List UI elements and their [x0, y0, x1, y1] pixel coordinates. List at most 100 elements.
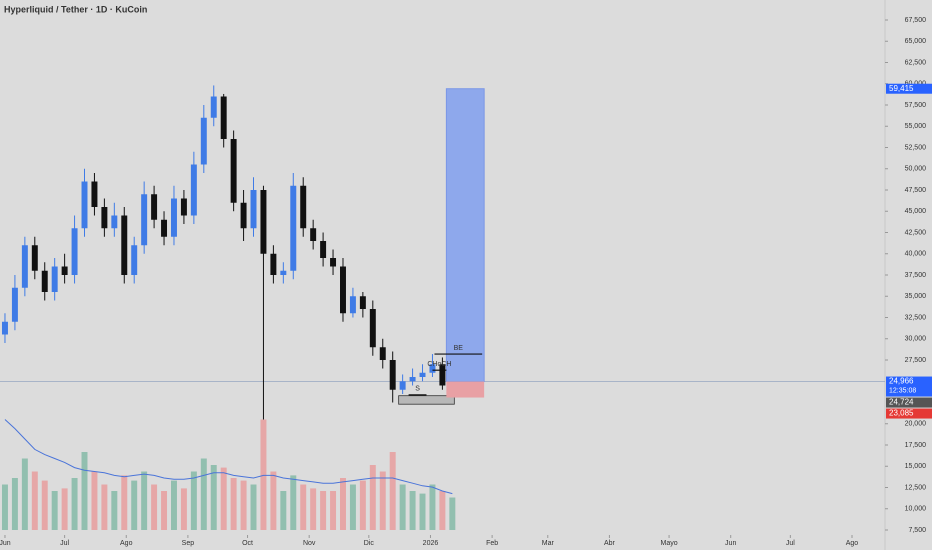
candle-body — [359, 296, 366, 309]
volume-bar — [349, 484, 356, 530]
volume-bar — [200, 458, 207, 530]
candle-body — [101, 207, 108, 229]
volume-bar — [81, 452, 88, 530]
candle-body — [41, 270, 48, 292]
volume-bar — [220, 467, 227, 530]
x-tick-label: Jul — [786, 540, 795, 547]
volume-bar — [41, 480, 48, 530]
x-tick-label: Feb — [486, 540, 498, 547]
zone — [398, 395, 455, 405]
volume-bar — [71, 478, 78, 530]
candle-body — [1, 321, 8, 335]
volume-bar — [111, 491, 118, 530]
price-label-box — [886, 376, 932, 397]
price-label-box — [886, 397, 932, 408]
volume-bar — [91, 471, 98, 530]
annotation-label: BE — [454, 345, 464, 352]
x-tick-label: Oct — [242, 540, 253, 547]
volume-bar — [340, 478, 346, 530]
volume-bar — [280, 491, 287, 530]
volume-bar — [379, 471, 386, 530]
candle-body — [300, 185, 307, 229]
y-tick-label: 7,500 — [908, 527, 926, 534]
candle-body — [340, 266, 346, 314]
volume-bar — [429, 484, 436, 530]
volume-bar — [330, 491, 337, 530]
price-label: 59,415 — [889, 84, 914, 93]
candle-body — [170, 198, 177, 237]
candle-body — [280, 270, 287, 275]
candle-body — [250, 190, 257, 229]
candle-body — [330, 258, 337, 267]
stop-zone — [446, 381, 485, 398]
volume-bar — [210, 465, 217, 530]
volume-ma — [4, 419, 453, 495]
candle-body — [200, 117, 207, 165]
x-tick-label: Jun — [725, 540, 736, 547]
volume-bar — [101, 484, 108, 530]
candle-body — [31, 245, 38, 271]
candle-body — [419, 372, 426, 377]
x-tick-label: Nov — [303, 540, 316, 547]
x-tick-label: Sep — [182, 540, 195, 547]
volume-bar — [449, 497, 456, 530]
y-tick-label: 57,500 — [905, 102, 927, 109]
volume-bar — [240, 480, 247, 530]
volume-bar — [310, 488, 317, 530]
volume-bar — [131, 480, 138, 530]
volume-bar — [1, 484, 8, 530]
y-tick-label: 40,000 — [905, 251, 927, 258]
volume-bar — [409, 491, 416, 530]
candle-body — [71, 228, 78, 275]
annotation-label: S — [415, 386, 420, 393]
y-tick-label: 17,500 — [905, 442, 927, 449]
candle-body — [220, 96, 227, 139]
y-tick-label: 12,500 — [905, 484, 927, 491]
candle-body — [141, 194, 148, 246]
y-tick-label: 15,000 — [905, 463, 927, 470]
candle-body — [161, 219, 168, 237]
volume-bar — [250, 484, 257, 530]
y-tick-label: 20,000 — [905, 421, 927, 428]
chart-title: Hyperliquid / Tether · 1D · KuCoin — [4, 4, 147, 14]
volume-bar — [180, 488, 187, 530]
x-tick-label: Ago — [120, 540, 133, 547]
y-tick-label: 55,000 — [905, 123, 927, 130]
candle-body — [290, 185, 297, 271]
candle-body — [131, 245, 138, 275]
price-label: 24,724 — [889, 398, 914, 407]
volume-bar — [300, 484, 307, 530]
candle-body — [230, 139, 237, 203]
candle-body — [190, 164, 197, 216]
volume-bar — [399, 484, 406, 530]
volume-bar — [21, 458, 28, 530]
candle-body — [409, 377, 416, 382]
candle-body — [121, 215, 128, 275]
candle-body — [429, 364, 436, 373]
price-label: 24,966 — [889, 377, 914, 386]
y-tick-label: 62,500 — [905, 59, 927, 66]
y-tick-label: 50,000 — [905, 166, 927, 173]
candle-body — [349, 296, 356, 314]
candle-body — [369, 309, 376, 348]
annotation-label: CHoCH — [427, 361, 451, 368]
x-tick-label: 2026 — [423, 540, 439, 547]
volume-bar — [31, 471, 38, 530]
x-tick-label: Jul — [60, 540, 69, 547]
volume-bar — [369, 465, 376, 530]
volume-bar — [270, 471, 277, 530]
volume-bar — [290, 475, 297, 530]
candle-body — [320, 241, 327, 258]
y-tick-label: 32,500 — [905, 314, 927, 321]
volume-bar — [61, 488, 68, 530]
y-tick-label: 67,500 — [905, 17, 927, 24]
y-tick-label: 30,000 — [905, 336, 927, 343]
volume-bar — [230, 478, 237, 530]
candle-body — [210, 96, 217, 118]
countdown: 12:35:08 — [889, 387, 916, 394]
volume-bar — [190, 471, 197, 530]
y-tick-label: 52,500 — [905, 144, 927, 151]
candle-body — [439, 364, 446, 386]
candle-body — [151, 194, 158, 220]
y-tick-label: 42,500 — [905, 229, 927, 236]
